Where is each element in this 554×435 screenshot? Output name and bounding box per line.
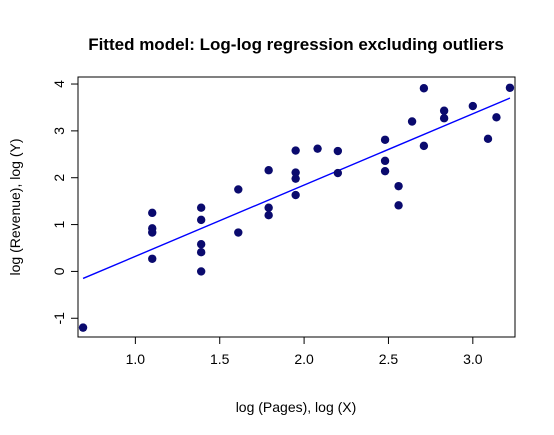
data-point	[380, 156, 390, 166]
data-point	[148, 228, 157, 237]
x-tick-label: 3.0	[463, 351, 483, 367]
data-point	[394, 181, 403, 191]
y-tick-label: 4	[51, 80, 67, 88]
y-axis-label: log (Revenue), log (Y)	[7, 139, 23, 276]
data-point	[196, 267, 206, 276]
data-point	[196, 240, 206, 249]
data-point	[394, 201, 403, 210]
points-layer	[78, 83, 515, 332]
data-point	[380, 135, 390, 144]
data-point	[264, 210, 273, 220]
data-point	[492, 113, 501, 122]
data-point	[264, 203, 273, 212]
y-tick-label: -1	[51, 312, 67, 325]
data-point	[291, 146, 300, 155]
data-point	[291, 190, 300, 200]
x-tick-label: 2.5	[379, 351, 399, 367]
data-point	[439, 114, 449, 123]
data-point	[468, 101, 478, 111]
data-point	[148, 254, 157, 263]
data-point	[196, 203, 206, 212]
data-point	[439, 106, 449, 115]
fit-line-layer	[82, 97, 511, 280]
data-point	[148, 208, 157, 218]
chart-title: Fitted model: Log-log regression excludi…	[88, 35, 504, 54]
data-point	[196, 248, 206, 257]
y-axis: -1 0 1 2 3 4	[51, 80, 79, 325]
x-tick-label: 1.5	[210, 351, 230, 367]
x-tick-label: 2.0	[294, 351, 314, 367]
y-tick-label: 1	[51, 220, 67, 228]
data-point	[291, 174, 300, 183]
x-axis-label: log (Pages), log (X)	[236, 399, 357, 415]
data-point	[78, 323, 88, 332]
y-tick-label: 3	[51, 127, 67, 135]
data-point	[505, 83, 515, 92]
x-axis: 1.0 1.5 2.0 2.5 3.0	[126, 336, 483, 367]
x-tick-label: 1.0	[126, 351, 146, 367]
data-point	[407, 117, 417, 126]
data-point	[264, 166, 273, 175]
plot-frame	[77, 76, 516, 338]
data-point	[234, 228, 243, 237]
data-point	[291, 168, 300, 177]
data-point	[483, 134, 493, 144]
y-tick-label: 0	[51, 267, 67, 275]
data-point	[196, 215, 206, 225]
data-point	[333, 146, 343, 156]
data-point	[419, 84, 429, 93]
data-point	[333, 168, 343, 178]
regression-line	[82, 97, 511, 280]
data-point	[419, 141, 429, 151]
data-point	[234, 185, 243, 194]
data-point	[313, 144, 322, 153]
data-point	[380, 166, 390, 176]
y-tick-label: 2	[51, 174, 67, 182]
